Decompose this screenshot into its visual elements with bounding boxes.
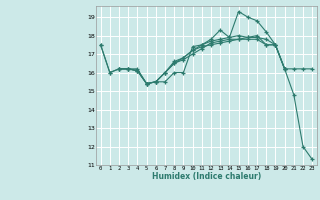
X-axis label: Humidex (Indice chaleur): Humidex (Indice chaleur) [152,172,261,181]
